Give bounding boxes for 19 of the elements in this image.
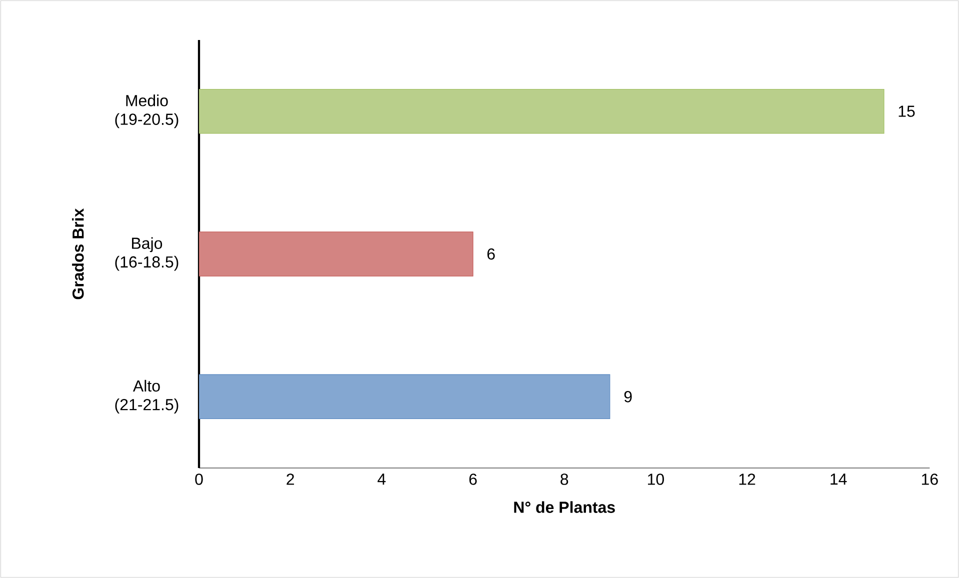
x-tick-label: 0 [195,474,203,485]
x-tick-label: 2 [286,474,294,485]
x-tick-label: 12 [739,474,756,485]
data-label: 15 [898,106,915,117]
x-tick-label: 16 [922,474,938,485]
x-tick-label: 6 [469,474,477,485]
x-tick-label: 14 [830,474,847,485]
x-axis-title: N° de Plantas [514,501,615,513]
y-tick-label: Bajo (16-18.5) [115,237,178,271]
x-tick-label: 10 [648,474,664,485]
x-tick-label: 8 [560,474,568,485]
y-tick-label: Alto (21-21.5) [115,380,178,414]
data-label: 9 [624,391,632,402]
y-axis-title: Grados Brix [72,208,84,300]
y-tick-label: Medio (19-20.5) [115,94,178,128]
data-label: 6 [487,248,495,260]
x-tick-label: 4 [378,474,386,485]
bar [199,88,884,134]
bar [199,232,474,276]
